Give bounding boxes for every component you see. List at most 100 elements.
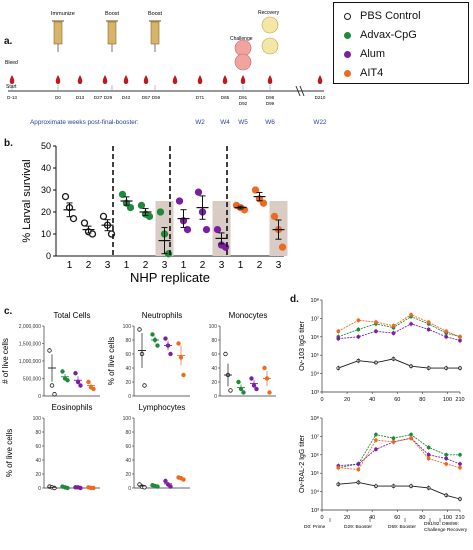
- data-point: [99, 212, 108, 221]
- x-tick-label: 2: [143, 260, 149, 271]
- y-tick-label: 100: [33, 416, 42, 422]
- x-tick-label: 100: [443, 397, 452, 403]
- week-label: W5: [238, 119, 248, 126]
- y-tick-label: 0: [38, 486, 41, 492]
- larval-survival-chart: 0 10 20 30 40 50 % Larval survival NHP replicat…: [21, 141, 288, 285]
- x-tick-label: 2: [257, 260, 263, 271]
- x-axis-label: NHP replicate: [130, 270, 210, 285]
- blood-drop-icon: [143, 75, 149, 84]
- series-line: [338, 316, 461, 338]
- boost1-label: Boost: [105, 11, 120, 17]
- cell-population-charts: Total Cells 0 500,000 1,000,000 1,500,000 2,0…: [1, 311, 276, 492]
- data-point: [52, 392, 57, 397]
- bleed-label: Bleed: [5, 60, 18, 66]
- blood-drop-icon: [240, 75, 246, 84]
- x-tick-label: 1: [181, 260, 187, 271]
- blood-drop-icon: [267, 75, 273, 84]
- subplot-title: Eosinophils: [52, 403, 93, 412]
- challenge-dish-icon: [234, 53, 252, 71]
- x-tick-label: 80: [419, 397, 425, 403]
- legend-label: AIT4: [360, 67, 384, 79]
- challenge-label: Challenge: [230, 36, 253, 42]
- y-tick-label: 10⁸: [311, 297, 319, 304]
- y-axis-label: Ov-RAL-2 IgG titer: [299, 434, 306, 493]
- day-tick-label: D85: [221, 95, 230, 100]
- series-line: [338, 358, 460, 369]
- recovery-label: Recovery: [258, 10, 280, 16]
- y-tick-label: 60: [211, 352, 217, 358]
- y-axis-label: % of live cells: [107, 337, 116, 385]
- y-tick-label: 60: [125, 352, 131, 358]
- x-tick-label: 1: [67, 260, 73, 271]
- data-point: [47, 348, 52, 353]
- y-tick-label: 10⁸: [311, 415, 319, 422]
- x-tick-label: 40: [369, 515, 375, 521]
- y-tick-label: 20: [41, 207, 51, 217]
- blood-drop-icon: [9, 75, 15, 84]
- y-tick-label: 10⁶: [311, 452, 319, 459]
- weeks-caption: Approximate weeks post-final-booster:: [30, 119, 139, 126]
- x-tick-label: 60: [394, 515, 400, 521]
- y-tick-label: 10⁷: [311, 433, 319, 440]
- y-tick-label: 10: [41, 229, 51, 239]
- blood-drop-icon: [222, 75, 228, 84]
- data-point: [65, 485, 70, 491]
- day-tick-label: D27: [94, 95, 103, 100]
- y-tick-label: 40: [125, 366, 131, 372]
- timeline-label: D29: Booster: [344, 524, 372, 530]
- x-tick-label: 3: [276, 260, 282, 271]
- legend-marker-icon: [344, 31, 351, 39]
- y-tick-label: 0: [214, 394, 217, 400]
- legend-label: Alum: [360, 48, 386, 60]
- y-tick-label: 1,500,000: [19, 342, 41, 348]
- y-tick-label: 10⁶: [311, 334, 319, 341]
- data-point: [223, 351, 228, 357]
- y-tick-label: 10⁵: [311, 352, 319, 359]
- data-point: [156, 208, 165, 216]
- y-tick-label: 500,000: [23, 377, 41, 383]
- legend-box: PBS Control Advax-CpG Alum AIT4: [333, 2, 469, 84]
- data-point: [163, 478, 168, 484]
- day-tick-label: D91: [239, 95, 248, 100]
- y-tick-label: 100: [123, 324, 132, 330]
- timeline-label: D0: Prime: [304, 524, 326, 530]
- data-point: [88, 230, 97, 238]
- y-tick-label: 40: [125, 458, 131, 464]
- x-tick-label: 210: [455, 515, 464, 521]
- day-tick-label: D57: [142, 95, 151, 100]
- blood-drop-icon: [77, 75, 83, 84]
- day-tick-label: D0: [55, 95, 61, 100]
- y-tick-label: 2,000,000: [19, 324, 41, 330]
- data-point: [137, 327, 142, 332]
- syringe-icon: [53, 21, 63, 45]
- series-line: [338, 437, 461, 467]
- data-point: [259, 199, 268, 207]
- x-tick-label: 3: [105, 260, 111, 271]
- data-point: [202, 225, 211, 234]
- legend-item: AIT4: [344, 66, 383, 80]
- timeline-label: D59: Booster: [388, 524, 416, 530]
- data-point: [175, 197, 184, 205]
- data-point: [168, 484, 173, 489]
- series-line: [338, 481, 461, 500]
- panel-letter-a: a.: [4, 36, 13, 47]
- data-point: [78, 383, 83, 388]
- day-tick-label: D13: [76, 95, 85, 100]
- x-tick-label: 80: [419, 515, 425, 521]
- x-tick-label: 3: [219, 260, 225, 271]
- data-point: [60, 369, 65, 374]
- y-tick-label: 0: [46, 251, 51, 261]
- data-point: [150, 332, 155, 337]
- data-point: [118, 190, 127, 199]
- y-tick-label: 0: [38, 394, 41, 400]
- y-tick-label: 1,000,000: [19, 359, 41, 365]
- y-tick-label: 80: [125, 338, 131, 344]
- legend-item: Advax-CpG: [344, 28, 417, 42]
- y-tick-label: 50: [41, 141, 51, 151]
- week-label: W4: [220, 119, 230, 126]
- x-tick-label: 20: [344, 515, 350, 521]
- legend-label: Advax-CpG: [360, 29, 417, 41]
- data-point: [270, 212, 279, 221]
- blood-drop-icon: [197, 75, 203, 84]
- week-label: W6: [265, 119, 275, 126]
